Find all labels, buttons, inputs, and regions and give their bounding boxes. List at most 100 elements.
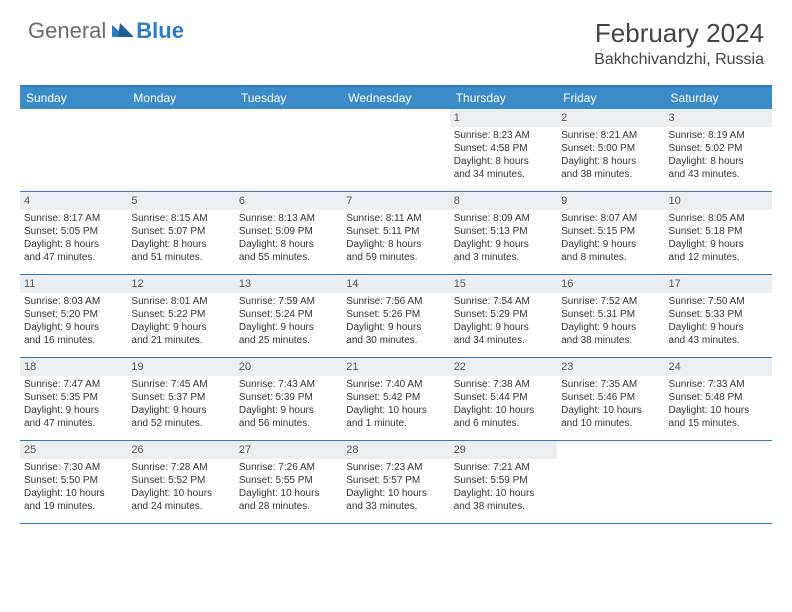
day-line: Sunrise: 7:35 AM [561, 378, 660, 391]
day-body: Sunrise: 7:45 AMSunset: 5:37 PMDaylight:… [127, 376, 234, 434]
day-number: 5 [127, 192, 234, 210]
day-line: and 51 minutes. [131, 251, 230, 264]
day-line: and 34 minutes. [454, 168, 553, 181]
day-line: Sunset: 5:13 PM [454, 225, 553, 238]
day-cell: . [127, 109, 234, 191]
day-line: and 55 minutes. [239, 251, 338, 264]
day-line: and 43 minutes. [669, 334, 768, 347]
day-line: Sunrise: 7:47 AM [24, 378, 123, 391]
day-number: 29 [450, 441, 557, 459]
day-cell: 23Sunrise: 7:35 AMSunset: 5:46 PMDayligh… [557, 358, 664, 440]
day-body: Sunrise: 8:21 AMSunset: 5:00 PMDaylight:… [557, 127, 664, 185]
day-line: Daylight: 8 hours [131, 238, 230, 251]
day-line: Sunrise: 7:43 AM [239, 378, 338, 391]
day-cell: 15Sunrise: 7:54 AMSunset: 5:29 PMDayligh… [450, 275, 557, 357]
day-line: Sunrise: 8:13 AM [239, 212, 338, 225]
day-line: Daylight: 10 hours [454, 404, 553, 417]
day-line: Sunrise: 7:26 AM [239, 461, 338, 474]
week-row: 25Sunrise: 7:30 AMSunset: 5:50 PMDayligh… [20, 441, 772, 524]
day-body: Sunrise: 8:19 AMSunset: 5:02 PMDaylight:… [665, 127, 772, 185]
day-cell: 26Sunrise: 7:28 AMSunset: 5:52 PMDayligh… [127, 441, 234, 523]
day-body: Sunrise: 8:15 AMSunset: 5:07 PMDaylight:… [127, 210, 234, 268]
header: General Blue February 2024 Bakhchivandzh… [0, 0, 792, 77]
day-line: Daylight: 9 hours [239, 404, 338, 417]
day-line: and 47 minutes. [24, 251, 123, 264]
day-number: 3 [665, 109, 772, 127]
day-line: Sunrise: 8:21 AM [561, 129, 660, 142]
logo-triangle-icon [112, 21, 134, 42]
day-line: Sunrise: 7:40 AM [346, 378, 445, 391]
day-number: 25 [20, 441, 127, 459]
week-row: ....1Sunrise: 8:23 AMSunset: 4:58 PMDayl… [20, 109, 772, 192]
day-line: and 59 minutes. [346, 251, 445, 264]
day-line: Sunrise: 7:33 AM [669, 378, 768, 391]
day-line: Daylight: 10 hours [669, 404, 768, 417]
logo: General Blue [28, 18, 184, 44]
day-body: Sunrise: 7:47 AMSunset: 5:35 PMDaylight:… [20, 376, 127, 434]
day-line: Daylight: 9 hours [24, 321, 123, 334]
day-line: Sunset: 5:29 PM [454, 308, 553, 321]
day-line: Sunset: 5:31 PM [561, 308, 660, 321]
day-number: 10 [665, 192, 772, 210]
day-cell: 10Sunrise: 8:05 AMSunset: 5:18 PMDayligh… [665, 192, 772, 274]
day-number: 6 [235, 192, 342, 210]
week-row: 4Sunrise: 8:17 AMSunset: 5:05 PMDaylight… [20, 192, 772, 275]
day-line: Sunrise: 7:54 AM [454, 295, 553, 308]
day-cell: 18Sunrise: 7:47 AMSunset: 5:35 PMDayligh… [20, 358, 127, 440]
day-line: and 6 minutes. [454, 417, 553, 430]
day-body: Sunrise: 7:21 AMSunset: 5:59 PMDaylight:… [450, 459, 557, 517]
day-number: 2 [557, 109, 664, 127]
day-number: 27 [235, 441, 342, 459]
day-line: Sunset: 5:48 PM [669, 391, 768, 404]
day-body: Sunrise: 8:05 AMSunset: 5:18 PMDaylight:… [665, 210, 772, 268]
logo-text-blue: Blue [136, 18, 184, 44]
day-line: Sunset: 5:18 PM [669, 225, 768, 238]
day-line: Sunset: 5:52 PM [131, 474, 230, 487]
day-line: and 21 minutes. [131, 334, 230, 347]
day-line: Sunset: 5:22 PM [131, 308, 230, 321]
day-cell: 9Sunrise: 8:07 AMSunset: 5:15 PMDaylight… [557, 192, 664, 274]
day-line: and 19 minutes. [24, 500, 123, 513]
day-cell: 27Sunrise: 7:26 AMSunset: 5:55 PMDayligh… [235, 441, 342, 523]
day-line: and 1 minute. [346, 417, 445, 430]
day-body: Sunrise: 7:33 AMSunset: 5:48 PMDaylight:… [665, 376, 772, 434]
day-line: Sunrise: 8:09 AM [454, 212, 553, 225]
day-line: and 43 minutes. [669, 168, 768, 181]
day-line: and 56 minutes. [239, 417, 338, 430]
day-cell: 13Sunrise: 7:59 AMSunset: 5:24 PMDayligh… [235, 275, 342, 357]
day-line: Daylight: 10 hours [24, 487, 123, 500]
day-line: and 38 minutes. [561, 334, 660, 347]
day-line: Sunset: 5:20 PM [24, 308, 123, 321]
day-cell: 1Sunrise: 8:23 AMSunset: 4:58 PMDaylight… [450, 109, 557, 191]
day-number: 7 [342, 192, 449, 210]
day-line: Daylight: 8 hours [454, 155, 553, 168]
day-line: and 47 minutes. [24, 417, 123, 430]
day-cell: . [557, 441, 664, 523]
day-line: Daylight: 10 hours [346, 487, 445, 500]
day-line: Daylight: 10 hours [561, 404, 660, 417]
day-body: Sunrise: 7:26 AMSunset: 5:55 PMDaylight:… [235, 459, 342, 517]
day-line: Sunset: 5:46 PM [561, 391, 660, 404]
day-cell: 7Sunrise: 8:11 AMSunset: 5:11 PMDaylight… [342, 192, 449, 274]
day-line: Sunset: 5:07 PM [131, 225, 230, 238]
day-line: Sunset: 5:00 PM [561, 142, 660, 155]
day-cell: . [20, 109, 127, 191]
day-line: Sunset: 5:59 PM [454, 474, 553, 487]
day-body: Sunrise: 8:17 AMSunset: 5:05 PMDaylight:… [20, 210, 127, 268]
day-cell: 5Sunrise: 8:15 AMSunset: 5:07 PMDaylight… [127, 192, 234, 274]
day-line: and 10 minutes. [561, 417, 660, 430]
day-line: Sunset: 5:39 PM [239, 391, 338, 404]
day-line: Sunrise: 8:11 AM [346, 212, 445, 225]
day-line: and 15 minutes. [669, 417, 768, 430]
day-body: Sunrise: 7:54 AMSunset: 5:29 PMDaylight:… [450, 293, 557, 351]
day-line: Sunrise: 7:50 AM [669, 295, 768, 308]
day-cell: 20Sunrise: 7:43 AMSunset: 5:39 PMDayligh… [235, 358, 342, 440]
day-body: Sunrise: 7:43 AMSunset: 5:39 PMDaylight:… [235, 376, 342, 434]
day-body: Sunrise: 7:28 AMSunset: 5:52 PMDaylight:… [127, 459, 234, 517]
day-line: and 38 minutes. [561, 168, 660, 181]
calendar: SundayMondayTuesdayWednesdayThursdayFrid… [20, 85, 772, 524]
weekday-header: Wednesday [342, 87, 449, 109]
day-cell: 11Sunrise: 8:03 AMSunset: 5:20 PMDayligh… [20, 275, 127, 357]
day-line: and 38 minutes. [454, 500, 553, 513]
day-line: Daylight: 9 hours [454, 321, 553, 334]
